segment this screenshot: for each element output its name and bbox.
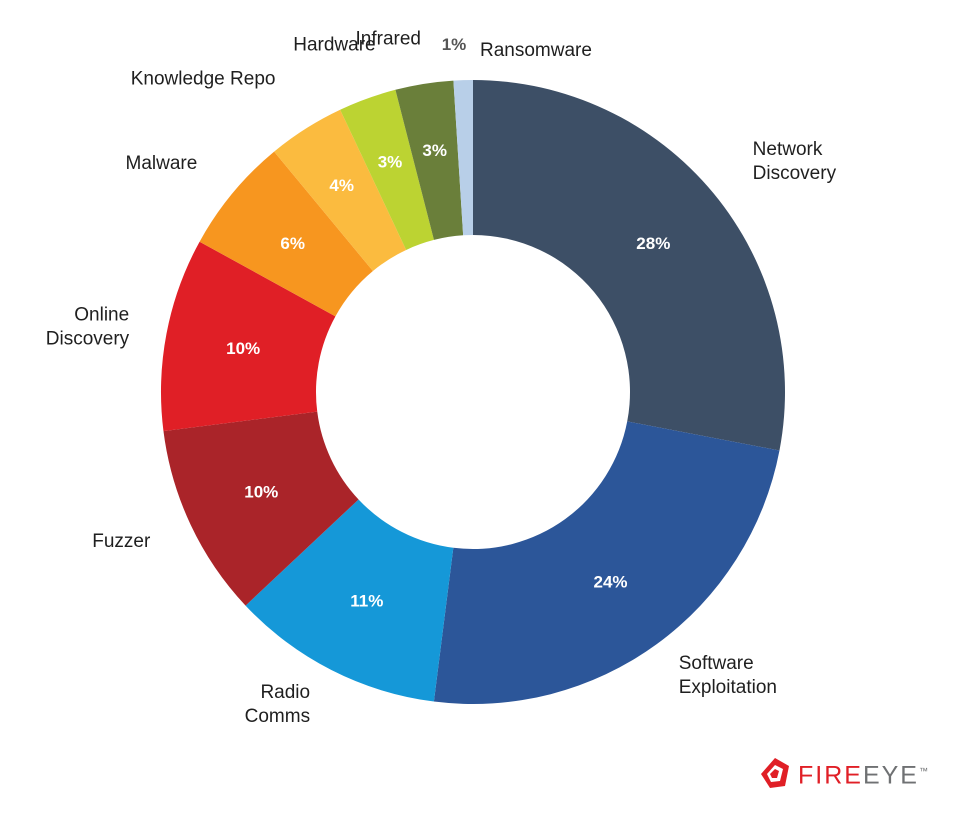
value-label-malware: 6% (280, 234, 305, 253)
value-label-knowledge-repo: 4% (329, 176, 354, 195)
value-label-software-exploitation: 24% (594, 572, 628, 591)
category-label-fuzzer: Fuzzer (92, 531, 151, 552)
category-label-line: Radio (260, 682, 310, 703)
category-label-online-discovery: Online Discovery (46, 304, 130, 349)
logo-trademark: ™ (918, 765, 930, 776)
value-label-ransomware: 1% (442, 35, 467, 54)
category-label-network-discovery: Network Discovery (753, 139, 837, 184)
category-label-infrared: Infrared (356, 28, 421, 49)
category-label-line: Infrared (356, 28, 421, 49)
value-label-online-discovery: 10% (226, 339, 260, 358)
fireeye-logo-wordmark: FIREEYE™ (798, 754, 930, 792)
value-label-radio-comms: 11% (350, 591, 383, 610)
fireeye-logo-mark (761, 758, 789, 788)
slice-malware (199, 151, 373, 317)
value-label-hardware: 3% (378, 152, 403, 171)
value-label-fuzzer: 10% (244, 483, 278, 502)
slice-hardware (340, 89, 434, 250)
category-label-line: Discovery (46, 328, 130, 349)
chart-slices (160, 80, 785, 704)
category-label-radio-comms: Radio Comms (245, 682, 310, 727)
category-label-software-exploitation: Software Exploitation (679, 653, 777, 698)
category-label-line: Software (679, 653, 754, 674)
slice-ransomware (453, 80, 473, 236)
chart-category-labels: Network Discovery Software Exploitation Radi… (46, 28, 837, 727)
logo-text-fire: FIRE (798, 761, 863, 790)
category-label-line: Network (753, 139, 823, 160)
category-label-line: Comms (245, 706, 310, 727)
category-label-hardware: Hardware (293, 35, 375, 56)
slice-infrared (395, 80, 464, 240)
value-label-infrared: 3% (422, 141, 447, 160)
slice-fuzzer (163, 411, 359, 606)
slice-software-exploitation (433, 421, 780, 704)
category-label-line: Discovery (753, 163, 837, 184)
category-label-line: Ransomware (480, 40, 592, 61)
category-label-line: Malware (126, 153, 198, 174)
category-label-line: Exploitation (679, 677, 777, 698)
category-label-knowledge-repo: Knowledge Repo (131, 68, 276, 89)
slice-online-discovery (160, 241, 336, 432)
category-label-line: Hardware (293, 35, 375, 56)
chart-value-labels: 28% 24% 11% 10% 10% 6% 4% 3% 3% 1% (226, 35, 670, 610)
category-label-malware: Malware (126, 153, 198, 174)
category-label-ransomware: Ransomware (480, 40, 592, 61)
category-label-line: Online (74, 304, 129, 325)
slice-network-discovery (473, 80, 785, 451)
category-label-line: Fuzzer (92, 531, 151, 552)
logo-text-eye: EYE (862, 761, 919, 790)
fireeye-logo: FIREEYE™ (758, 756, 958, 790)
slice-knowledge-repo (274, 109, 407, 272)
category-label-line: Knowledge Repo (131, 68, 276, 89)
slice-radio-comms (245, 499, 454, 702)
value-label-network-discovery: 28% (636, 234, 670, 253)
